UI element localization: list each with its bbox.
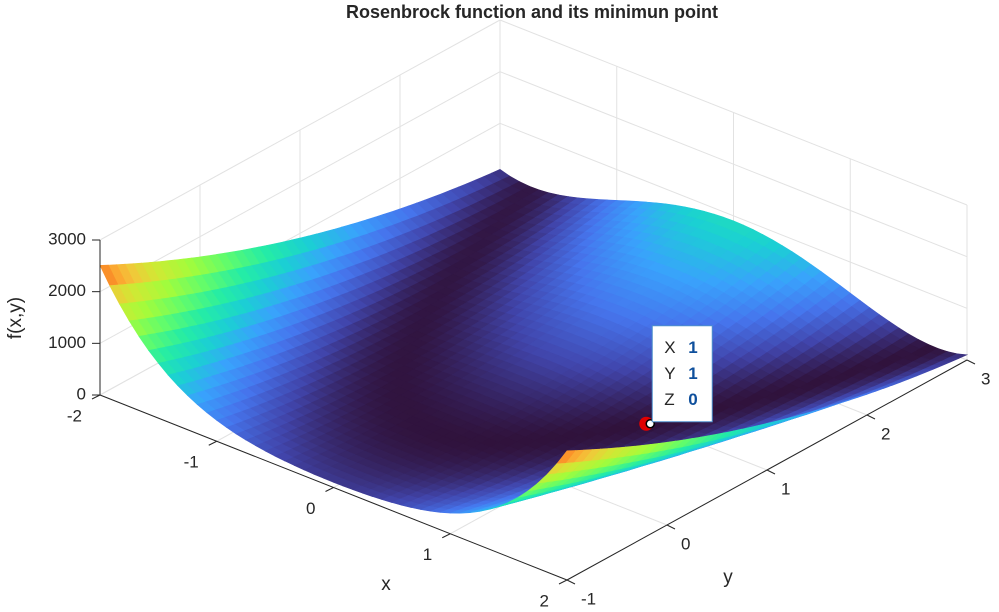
- y-tick: [566, 579, 576, 585]
- datatip-label: Z: [664, 390, 674, 409]
- x-tick-label: -2: [67, 406, 82, 425]
- y-tick: [666, 524, 676, 530]
- z-tick-label: 1000: [48, 333, 86, 352]
- x-tick-label: -1: [184, 453, 199, 472]
- y-tick-label: 2: [881, 424, 890, 443]
- x-tick: [208, 440, 217, 446]
- y-tick: [766, 469, 776, 475]
- datatip-box: [651, 325, 713, 423]
- y-tick-label: 3: [981, 369, 990, 388]
- z-tick-label: 0: [77, 384, 86, 403]
- x-tick: [91, 394, 101, 400]
- datatip-value: 1: [688, 338, 697, 357]
- z-tick-label: 2000: [48, 281, 86, 300]
- surface-patch: [556, 450, 576, 464]
- chart-title: Rosenbrock function and its minimun poin…: [346, 2, 718, 22]
- x-tick-label: 1: [423, 545, 432, 564]
- y-tick-label: 1: [781, 479, 790, 498]
- x-axis-label: x: [381, 574, 391, 595]
- x-tick-label: 0: [306, 499, 315, 518]
- datatip-value: 0: [688, 390, 697, 409]
- x-tick-label: 2: [540, 591, 549, 610]
- z-axis-label: f(x,y): [5, 297, 26, 339]
- z-tick-label: 3000: [48, 229, 86, 248]
- x-tick: [325, 487, 334, 492]
- x-tick: [442, 533, 451, 539]
- datatip-value: 1: [688, 364, 697, 383]
- datatip-label: X: [664, 338, 675, 357]
- x-tick: [558, 579, 568, 585]
- y-tick-label: 0: [681, 534, 690, 553]
- y-tick: [966, 359, 976, 365]
- datatip-label: Y: [664, 364, 675, 383]
- y-tick-label: -1: [581, 589, 596, 608]
- y-axis-label: y: [723, 567, 733, 588]
- y-tick: [866, 414, 876, 420]
- surface: [99, 169, 969, 514]
